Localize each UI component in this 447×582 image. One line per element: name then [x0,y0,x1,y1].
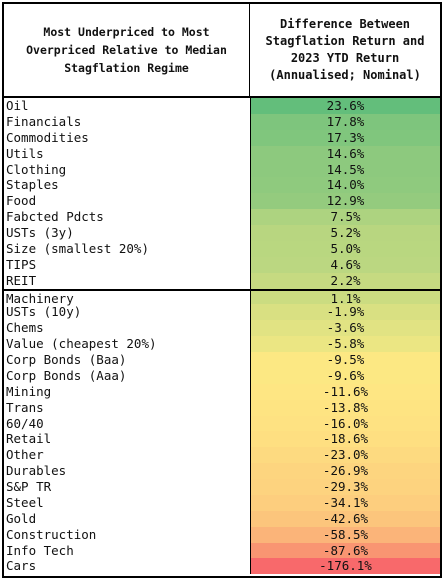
row-value: -3.6% [250,320,440,337]
row-value: -9.6% [250,367,440,384]
row-label: Mining [6,383,52,399]
row-value: -58.5% [250,526,440,543]
row-label: Financials [6,113,82,129]
table-row: Steel -34.1% [4,494,440,511]
row-value: 17.8% [250,113,440,130]
table-row: Other -23.0% [4,447,440,464]
row-label: Corp Bonds (Aaa) [6,367,127,383]
table-row: Durables -26.9% [4,463,440,479]
row-value: -5.8% [250,336,440,352]
table-row: 60/40 -16.0% [4,415,440,432]
row-value: -13.8% [250,399,440,416]
row-value: -23.0% [250,447,440,464]
table-row: Cars -176.1% [4,558,440,575]
row-label: Steel [6,494,44,510]
row-label: Retail [6,431,52,447]
row-label: Durables [6,463,67,479]
row-label: Clothing [6,161,67,177]
row-value: -9.5% [250,352,440,368]
row-label: Value (cheapest 20%) [6,336,157,352]
row-label: REIT [6,272,37,288]
row-label: Size (smallest 20%) [6,240,149,256]
table-row: Staples 14.0% [4,177,440,194]
row-value: 12.9% [250,193,440,210]
row-value: -11.6% [250,383,440,400]
table-row: Financials 17.8% [4,113,440,130]
row-value: 23.6% [250,98,440,114]
row-label: Other [6,447,44,463]
row-label: Chems [6,320,44,336]
table-row: Retail -18.6% [4,431,440,448]
row-value: -176.1% [250,558,440,575]
row-label: Fabcted Pdcts [6,209,104,225]
table-row: Trans -13.8% [4,399,440,416]
row-label: Corp Bonds (Baa) [6,352,127,367]
row-value: -1.9% [250,304,440,321]
row-label: Gold [6,510,37,526]
row-value: 4.6% [250,256,440,273]
header-col-difference: Difference Between Stagflation Return an… [265,17,425,82]
table-row: Food 12.9% [4,193,440,210]
row-value: -87.6% [250,542,440,559]
row-value: 5.2% [250,225,440,241]
table-row: Clothing 14.5% [4,161,440,178]
row-label: Info Tech [6,542,74,558]
row-label: Cars [6,558,37,574]
table-row: Mining -11.6% [4,383,440,400]
row-label: Machinery [6,290,74,306]
row-label: USTs (3y) [6,225,74,240]
table-row: Fabcted Pdcts 7.5% [4,209,440,225]
row-value: -29.3% [250,479,440,495]
row-label: 60/40 [6,415,44,431]
table-row: Machinery 1.1% [4,288,440,306]
row-value: 5.0% [250,240,440,257]
table-row: Corp Bonds (Baa) -9.5% [4,352,440,368]
row-label: Trans [6,399,44,415]
row-label: S&P TR [6,479,52,494]
row-value: -26.9% [250,463,440,479]
table-row: Gold -42.6% [4,510,440,527]
row-label: Construction [6,526,97,542]
row-value: 2.2% [250,272,440,289]
row-value: 14.6% [250,145,440,162]
table-row: Size (smallest 20%) 5.0% [4,240,440,257]
table-row: Corp Bonds (Aaa) -9.6% [4,367,440,384]
row-label: Food [6,193,37,209]
row-label: Staples [6,177,59,193]
row-value: -42.6% [250,510,440,527]
row-label: Utils [6,145,44,161]
row-value: 14.5% [250,161,440,178]
row-label: TIPS [6,256,37,272]
table-row: S&P TR -29.3% [4,479,440,495]
row-value: 14.0% [250,177,440,194]
table-body: Oil 23.6% Financials 17.8% Commodities 17.3% U… [4,98,440,575]
row-value: 1.1% [250,290,440,306]
row-value: -16.0% [250,415,440,432]
row-value: 17.3% [250,129,440,146]
row-label: Commodities [6,129,89,145]
table-row: Info Tech -87.6% [4,542,440,559]
row-label: Oil [6,98,29,113]
table-row: USTs (10y) -1.9% [4,304,440,321]
table-row: REIT 2.2% [4,272,440,289]
table-row: Commodities 17.3% [4,129,440,146]
table-header: Most Underpriced to Most Overpriced Rela… [4,4,440,98]
row-value: 7.5% [250,209,440,225]
table-row: USTs (3y) 5.2% [4,225,440,241]
row-value: -18.6% [250,431,440,448]
header-col-asset: Most Underpriced to Most Overpriced Rela… [4,4,250,96]
table-row: Oil 23.6% [4,98,440,114]
row-value: -34.1% [250,494,440,511]
table-row: TIPS 4.6% [4,256,440,273]
row-label: USTs (10y) [6,304,82,320]
table-row: Chems -3.6% [4,320,440,337]
returns-table: Most Underpriced to Most Overpriced Rela… [2,2,442,578]
table-row: Utils 14.6% [4,145,440,162]
table-row: Value (cheapest 20%) -5.8% [4,336,440,352]
table-row: Construction -58.5% [4,526,440,543]
